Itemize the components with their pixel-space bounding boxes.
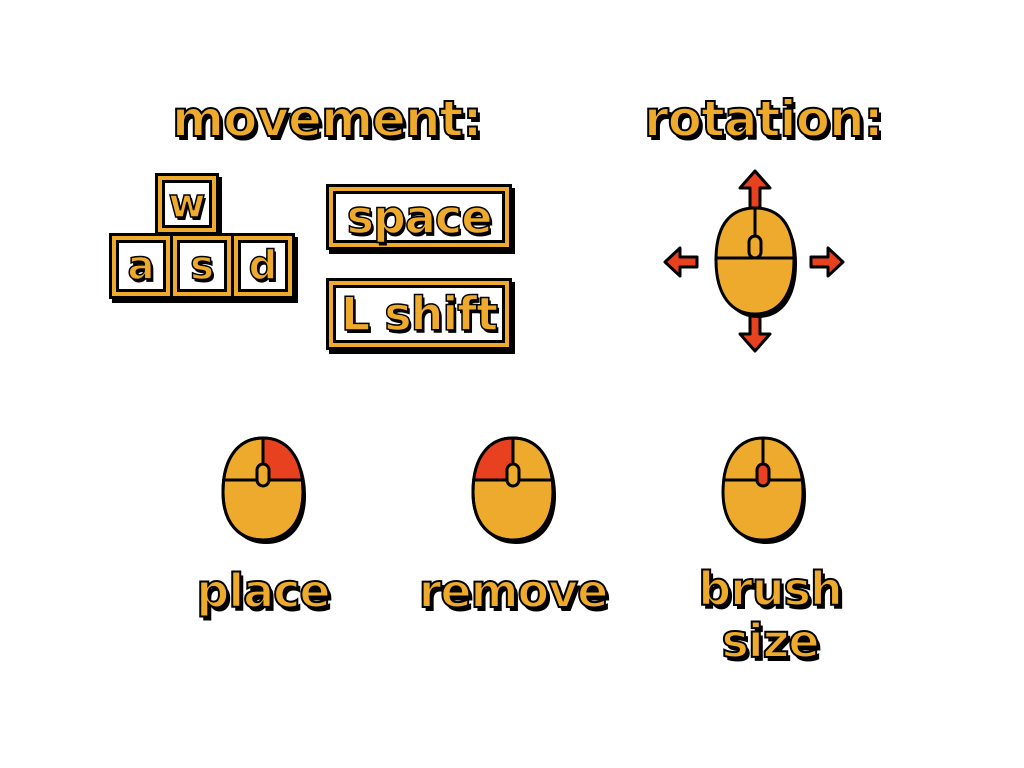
- mouse-body: [714, 206, 797, 318]
- key-a: a: [109, 233, 173, 299]
- key-left-shift: L shift: [326, 278, 512, 350]
- key-d-label: d: [238, 240, 288, 292]
- key-s-label: s: [177, 240, 227, 292]
- key-s: s: [170, 233, 234, 299]
- place-label: place: [195, 564, 331, 618]
- mouse-move-icon: [663, 169, 845, 353]
- mouse-left-click-icon: [471, 436, 556, 544]
- remove-label: remove: [418, 564, 610, 618]
- brush-label-line: brush: [697, 562, 844, 616]
- arrow-up-icon: [738, 169, 772, 210]
- brush-size-label: brush size: [690, 562, 850, 668]
- key-w: w: [155, 173, 219, 235]
- key-left-shift-label: L shift: [333, 285, 505, 343]
- mouse-scroll-wheel-icon: [721, 436, 806, 544]
- key-w-label: w: [162, 180, 212, 228]
- arrow-left-icon: [663, 246, 699, 278]
- key-space: space: [326, 184, 512, 250]
- key-space-label: space: [333, 191, 505, 243]
- rotation-title: rotation:: [643, 90, 885, 148]
- size-label-line: size: [720, 614, 820, 668]
- movement-title: movement:: [171, 90, 483, 148]
- key-d: d: [231, 233, 295, 299]
- mouse-right-click-icon: [221, 436, 306, 544]
- scroll-wheel-highlight: [755, 462, 771, 488]
- arrow-right-icon: [809, 246, 845, 278]
- arrow-down-icon: [738, 312, 772, 353]
- key-a-label: a: [116, 240, 166, 292]
